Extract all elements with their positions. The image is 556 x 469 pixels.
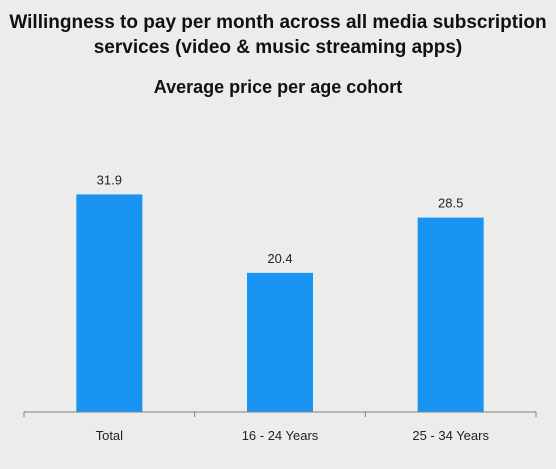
axis-ticks-group (23, 412, 537, 417)
data-label: 31.9 (97, 172, 122, 187)
category-label: 25 - 34 Years (412, 428, 489, 443)
category-labels-group: Total 16 - 24 Years 25 - 34 Years (96, 428, 490, 443)
bar (417, 217, 484, 412)
chart-subtitle: Average price per age cohort (153, 77, 403, 97)
category-label: Total (96, 428, 124, 443)
bar (247, 272, 313, 412)
category-label: 16 - 24 Years (242, 428, 319, 443)
data-label: 28.5 (438, 196, 463, 211)
bar (76, 194, 143, 412)
bars-group (76, 194, 484, 412)
chart-title: Willingness to pay per month across all … (9, 12, 547, 58)
value-labels-group: 31.9 20.4 28.5 (97, 172, 464, 265)
data-label: 20.4 (267, 251, 292, 266)
